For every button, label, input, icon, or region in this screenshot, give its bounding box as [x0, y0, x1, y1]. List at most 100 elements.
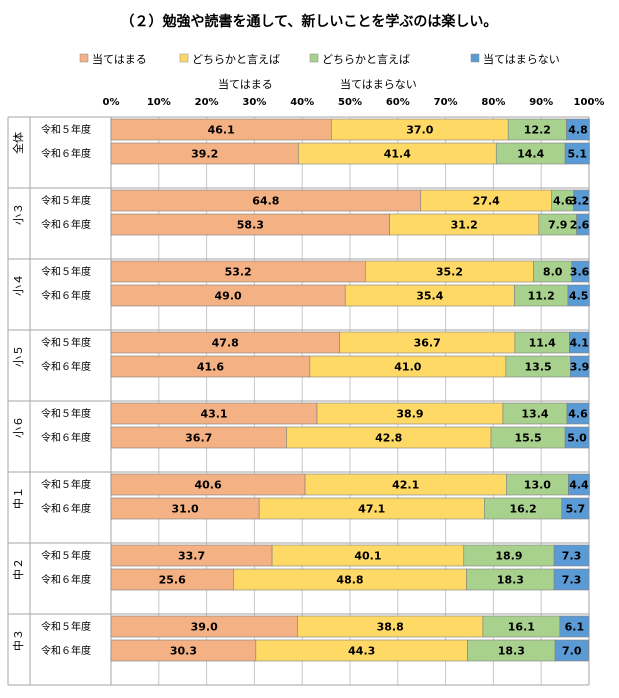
group-label: 中２: [12, 558, 25, 580]
row-label: 令和６年度: [41, 360, 91, 373]
bar-segment: [561, 497, 590, 520]
bar-segment: [564, 426, 590, 449]
x-tick-label: 0%: [103, 97, 120, 108]
data-label: 13.5: [525, 361, 552, 374]
bar-segment: [569, 331, 590, 354]
data-label: 64.8: [252, 195, 279, 208]
data-label: 53.2: [225, 266, 252, 279]
data-label: 37.0: [406, 124, 433, 137]
data-label: 43.1: [200, 408, 227, 421]
data-label: 2.6: [570, 219, 590, 232]
row-label: 令和５年度: [41, 478, 91, 491]
data-label: 47.8: [212, 337, 239, 350]
row-label: 令和５年度: [41, 620, 91, 633]
data-label: 36.7: [414, 337, 441, 350]
data-label: 46.1: [208, 124, 235, 137]
row-label: 令和６年度: [41, 218, 91, 231]
data-label: 39.2: [191, 148, 218, 161]
bar-segment: [566, 402, 590, 425]
data-label: 14.4: [517, 148, 544, 161]
row-label: 令和６年度: [41, 573, 91, 586]
data-label: 44.3: [348, 645, 375, 658]
data-label: 3.9: [570, 361, 590, 374]
data-label: 5.0: [567, 432, 587, 445]
group-label: 中３: [12, 629, 25, 651]
bar-segment: [576, 213, 590, 236]
x-tick-label: 90%: [529, 97, 553, 108]
data-label: 4.4: [569, 479, 589, 492]
bar-segment: [564, 142, 590, 165]
data-label: 35.4: [416, 290, 443, 303]
data-label: 48.8: [336, 574, 363, 587]
bar-segment: [554, 639, 589, 662]
x-axis-ticks: 0% 10% 20% 30% 40% 50% 60% 70% 80% 90% 100%: [103, 97, 605, 108]
x-tick-label: 10%: [147, 97, 171, 108]
group-label: 小６: [12, 416, 25, 438]
data-label: 41.0: [394, 361, 421, 374]
x-tick-label: 60%: [386, 97, 410, 108]
group-label: 小５: [12, 345, 25, 367]
data-label: 31.0: [172, 503, 199, 516]
data-label: 4.1: [569, 337, 589, 350]
data-label: 42.1: [392, 479, 419, 492]
legend-label: 当てはまらない: [483, 52, 560, 66]
bar-segment: [553, 544, 590, 567]
bar-segment: [567, 284, 590, 307]
x-tick-label: 100%: [574, 97, 605, 108]
data-label: 35.2: [436, 266, 463, 279]
group-label: 全体: [11, 132, 25, 154]
bar-segment: [553, 568, 590, 591]
x-tick-label: 50%: [338, 97, 362, 108]
data-label: 38.8: [377, 621, 404, 634]
x-tick-label: 70%: [434, 97, 458, 108]
data-label: 36.7: [185, 432, 212, 445]
data-label: 47.1: [358, 503, 385, 516]
data-label: 4.5: [569, 290, 589, 303]
legend-swatch: [79, 53, 89, 63]
bar-segment: [570, 355, 590, 378]
legend-swatch: [470, 53, 480, 63]
data-label: 7.0: [562, 645, 582, 658]
data-label: 8.0: [543, 266, 563, 279]
legend-label-continued: 当てはまらない: [340, 77, 417, 91]
data-label: 4.6: [568, 408, 588, 421]
data-label: 27.4: [473, 195, 500, 208]
data-label: 7.3: [562, 574, 582, 587]
row-label: 令和５年度: [41, 407, 91, 420]
chart-title: （２）勉強や読書を通して、新しいことを学ぶのは楽しい。: [121, 13, 498, 30]
data-label: 30.3: [170, 645, 197, 658]
legend-label-continued: 当てはまる: [218, 77, 273, 91]
data-label: 7.3: [562, 550, 582, 563]
data-label: 58.3: [237, 219, 264, 232]
data-label: 18.3: [498, 645, 525, 658]
data-label: 13.0: [524, 479, 551, 492]
data-label: 31.2: [451, 219, 478, 232]
legend-swatch: [179, 53, 189, 63]
data-label: 33.7: [178, 550, 205, 563]
data-label: 25.6: [159, 574, 186, 587]
data-label: 18.3: [497, 574, 524, 587]
group-label: 小３: [12, 203, 25, 225]
data-label: 6.1: [565, 621, 585, 634]
row-label: 令和５年度: [41, 336, 91, 349]
row-label: 令和５年度: [41, 265, 91, 278]
x-tick-label: 80%: [481, 97, 505, 108]
row-label: 令和６年度: [41, 147, 91, 160]
data-label: 41.4: [384, 148, 411, 161]
data-label: 15.5: [514, 432, 541, 445]
x-tick-label: 40%: [290, 97, 314, 108]
data-label: 40.6: [194, 479, 221, 492]
row-label: 令和６年度: [41, 502, 91, 515]
data-label: 12.2: [524, 124, 551, 137]
row-label: 令和６年度: [41, 431, 91, 444]
row-label: 令和６年度: [41, 289, 91, 302]
legend-label: どちらかと言えば: [322, 53, 410, 66]
data-label: 18.9: [495, 550, 522, 563]
bar-segment: [566, 118, 590, 141]
data-label: 7.9: [548, 219, 568, 232]
bar-segment: [573, 189, 590, 212]
data-label: 16.1: [508, 621, 535, 634]
